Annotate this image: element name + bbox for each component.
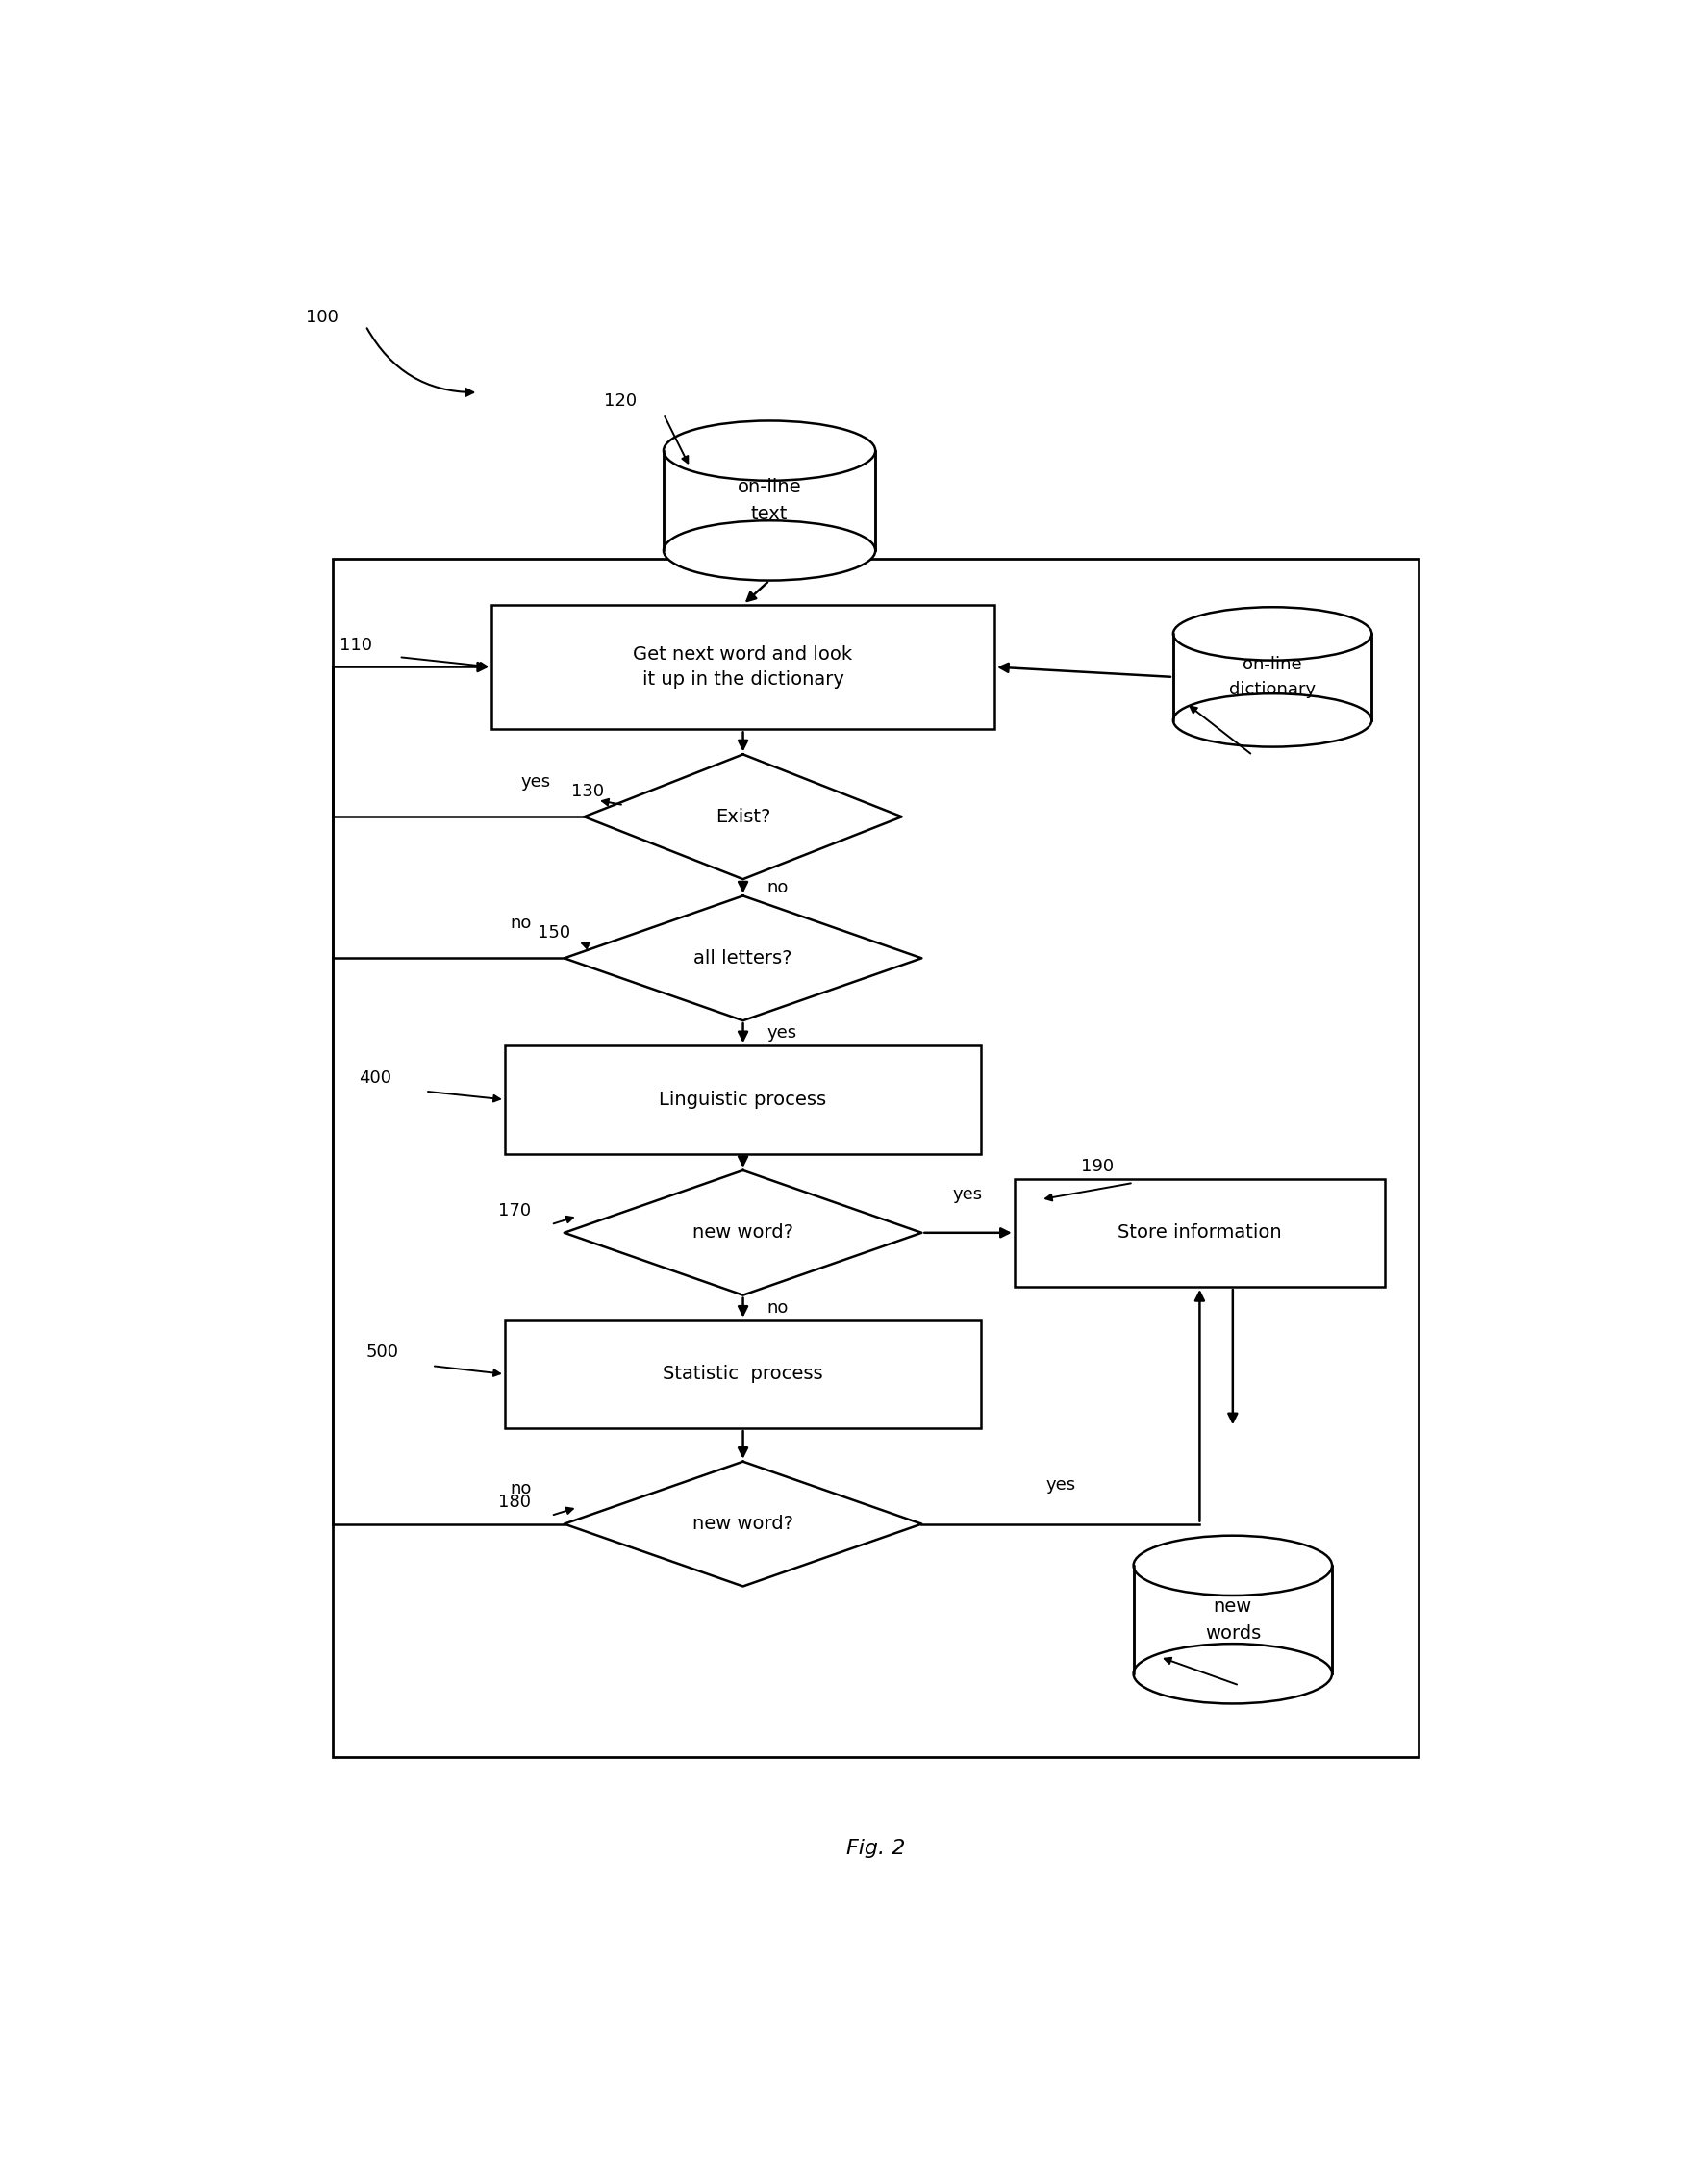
Ellipse shape [663,421,874,480]
Polygon shape [564,1461,922,1586]
Text: no: no [509,1480,531,1498]
Ellipse shape [1134,1645,1332,1703]
Text: no: no [509,914,531,931]
Text: 190: 190 [1081,1158,1114,1176]
Polygon shape [564,897,922,1020]
Text: yes: yes [767,1024,796,1042]
Polygon shape [1173,633,1372,720]
Bar [1015,1178,1385,1286]
Text: new word?: new word? [692,1515,794,1532]
Bar [492,605,994,730]
Polygon shape [663,452,874,551]
Polygon shape [1134,1565,1332,1673]
Text: Fig. 2: Fig. 2 [845,1839,905,1858]
Text: Statistic  process: Statistic process [663,1366,823,1383]
Text: no: no [767,1299,789,1316]
Text: Get next word and look
it up in the dictionary: Get next word and look it up in the dict… [634,646,852,689]
Text: 150: 150 [538,925,570,942]
Text: yes: yes [953,1186,984,1204]
Text: new
words: new words [1204,1597,1261,1642]
Ellipse shape [1173,694,1372,748]
Text: 130: 130 [570,782,603,800]
Text: on-line
text: on-line text [738,478,801,523]
Text: 500: 500 [366,1344,398,1361]
Text: 160: 160 [1226,1686,1259,1703]
Text: all letters?: all letters? [693,949,793,968]
Text: new word?: new word? [692,1223,794,1243]
Bar [506,1046,982,1154]
Text: yes: yes [521,774,552,791]
Polygon shape [564,1171,922,1294]
Text: 120: 120 [605,391,637,408]
Text: 110: 110 [340,637,372,655]
Bar [333,560,1418,1757]
Text: yes: yes [1045,1476,1076,1493]
Text: no: no [767,880,789,897]
Ellipse shape [1173,607,1372,661]
Text: 180: 180 [499,1493,531,1511]
Text: Exist?: Exist? [716,808,770,826]
Ellipse shape [663,521,874,581]
Text: Store information: Store information [1117,1223,1281,1243]
Text: 140: 140 [1240,733,1272,750]
Text: 170: 170 [499,1202,531,1219]
Text: 400: 400 [359,1070,391,1087]
Polygon shape [584,754,902,880]
Text: Linguistic process: Linguistic process [659,1091,827,1109]
Ellipse shape [1134,1536,1332,1595]
Text: 100: 100 [306,309,338,326]
Text: on-line
dictionary: on-line dictionary [1230,655,1315,698]
Bar [506,1320,982,1428]
